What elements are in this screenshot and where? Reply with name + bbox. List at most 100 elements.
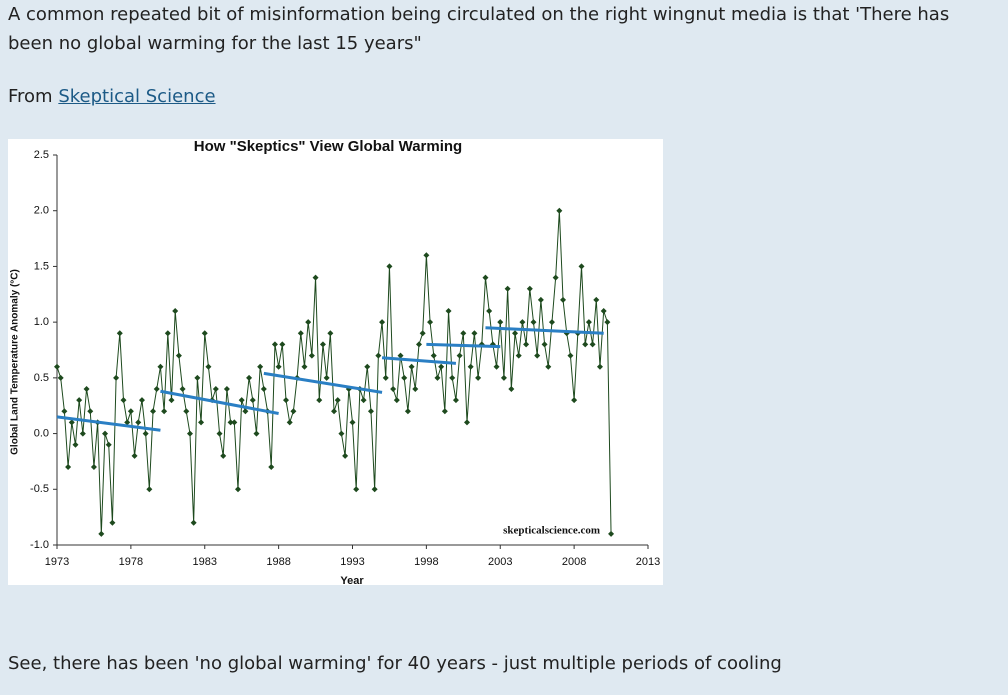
y-axis-title: Global Land Temperature Anomaly (°C) xyxy=(10,269,21,455)
closing: See, there has been 'no global warming' … xyxy=(8,653,782,674)
data-point xyxy=(567,352,574,359)
data-point xyxy=(172,308,179,314)
data-point xyxy=(249,397,256,404)
data-point xyxy=(234,486,241,493)
data-point xyxy=(364,363,371,370)
data-point xyxy=(231,419,238,426)
data-point xyxy=(153,386,160,392)
data-point xyxy=(223,386,230,392)
data-point xyxy=(216,430,223,437)
data-point xyxy=(308,352,315,359)
data-point xyxy=(449,374,456,381)
trend-line xyxy=(160,389,279,415)
data-point xyxy=(434,374,441,381)
chart-title: How "Skeptics" View Global Warming xyxy=(194,139,462,155)
data-point xyxy=(497,319,504,326)
data-point xyxy=(486,308,493,314)
intro: A common repeated bit of misinformation … xyxy=(8,4,950,54)
data-point xyxy=(175,352,182,359)
data-point xyxy=(205,363,212,370)
data-point xyxy=(286,419,293,426)
data-point xyxy=(190,519,197,526)
data-point xyxy=(312,274,319,281)
data-point xyxy=(87,408,94,415)
data-point xyxy=(338,430,345,437)
data-point xyxy=(68,419,75,426)
data-point xyxy=(464,419,471,426)
data-point xyxy=(430,352,437,359)
x-tick-label: 1978 xyxy=(119,556,143,568)
x-tick-label: 1973 xyxy=(45,556,69,568)
data-point xyxy=(142,430,149,437)
data-point xyxy=(523,341,530,348)
data-point xyxy=(290,408,297,415)
y-tick-label: 2.0 xyxy=(34,205,49,217)
y-tick-label: 1.5 xyxy=(34,260,49,272)
data-point xyxy=(534,352,541,359)
data-point xyxy=(519,319,526,326)
data-point xyxy=(367,408,374,415)
data-point xyxy=(390,386,397,392)
data-point xyxy=(441,408,448,415)
data-point xyxy=(467,363,474,370)
data-point xyxy=(157,363,164,370)
data-point xyxy=(331,408,338,415)
data-point xyxy=(79,430,86,437)
data-point xyxy=(65,464,72,470)
data-point xyxy=(379,319,386,326)
data-point xyxy=(427,319,434,326)
data-point xyxy=(563,330,570,337)
data-point xyxy=(161,408,168,415)
y-tick-label: 0.5 xyxy=(34,372,49,384)
data-point xyxy=(327,330,334,337)
y-tick-label: 2.5 xyxy=(34,149,49,161)
data-point xyxy=(530,319,537,326)
data-point xyxy=(90,464,97,470)
data-point xyxy=(526,285,533,292)
data-point xyxy=(57,374,64,381)
data-point xyxy=(242,408,249,415)
data-point xyxy=(102,430,109,437)
data-point xyxy=(198,419,205,426)
data-point xyxy=(186,430,193,437)
data-point xyxy=(478,341,485,348)
data-point xyxy=(220,452,227,459)
trend-line xyxy=(426,342,501,349)
data-point xyxy=(201,330,208,337)
data-point xyxy=(76,397,83,404)
data-point xyxy=(456,352,463,359)
data-point xyxy=(401,374,408,381)
data-point xyxy=(83,386,90,392)
source-link[interactable]: Skeptical Science xyxy=(58,86,216,107)
data-point xyxy=(238,397,245,404)
data-point xyxy=(596,363,603,370)
data-point xyxy=(316,397,323,404)
data-point xyxy=(360,397,367,404)
data-point xyxy=(438,363,445,370)
data-point xyxy=(585,319,592,326)
source-line: From Skeptical Science xyxy=(8,82,216,111)
data-point xyxy=(283,397,290,404)
data-point xyxy=(423,252,430,259)
data-point xyxy=(253,430,260,437)
data-point xyxy=(349,419,356,426)
data-point xyxy=(452,397,459,404)
data-point xyxy=(493,363,500,370)
data-point xyxy=(323,374,330,381)
data-point xyxy=(227,419,234,426)
data-point xyxy=(582,341,589,348)
data-point xyxy=(260,386,267,392)
data-point xyxy=(397,352,404,359)
data-point xyxy=(545,363,552,370)
x-tick-label: 2008 xyxy=(562,556,586,568)
data-point xyxy=(120,397,127,404)
data-point xyxy=(382,374,389,381)
data-point xyxy=(537,296,544,303)
x-tick-label: 1983 xyxy=(193,556,217,568)
y-tick-label: -0.5 xyxy=(30,483,49,495)
x-tick-label: 1993 xyxy=(340,556,364,568)
data-point xyxy=(164,330,171,337)
data-point xyxy=(556,207,563,214)
x-tick-label: 2003 xyxy=(488,556,512,568)
data-point xyxy=(393,397,400,404)
